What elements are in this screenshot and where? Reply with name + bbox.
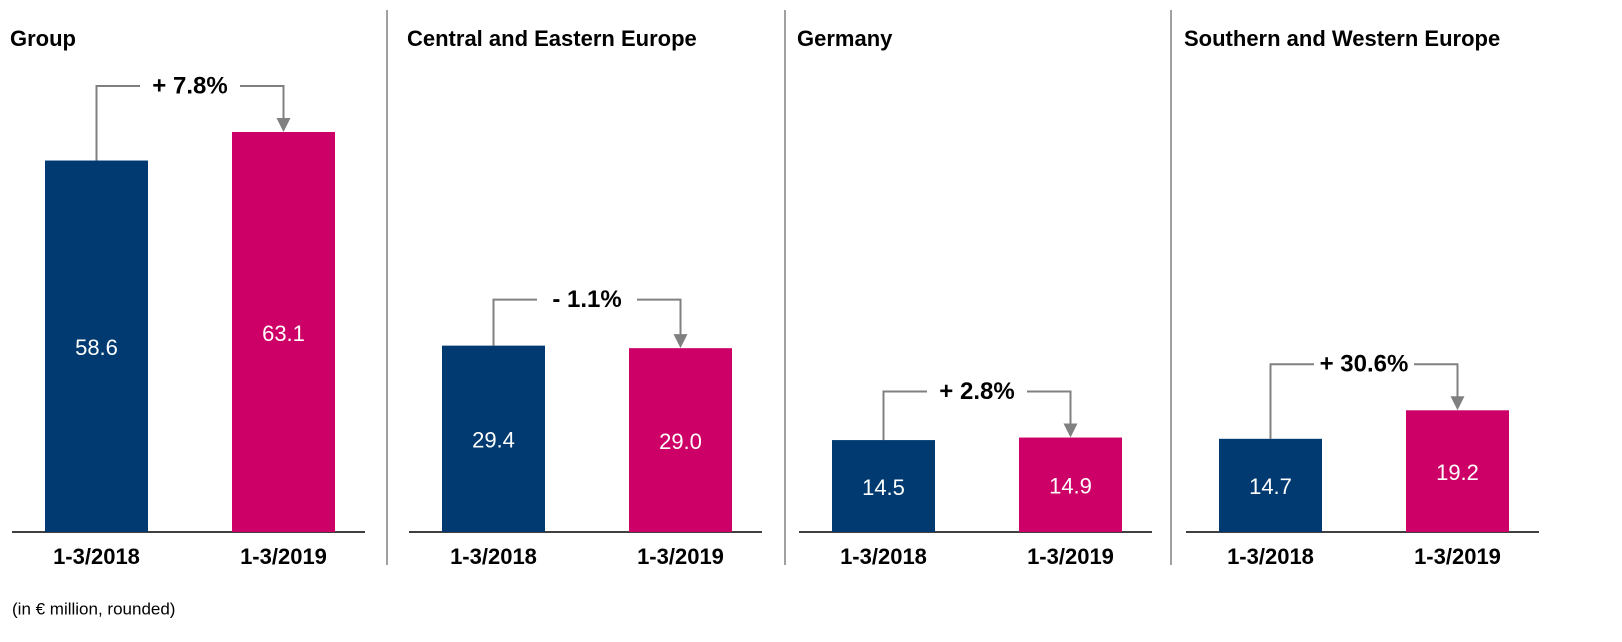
change-arrow bbox=[276, 118, 291, 132]
panel-title: Southern and Western Europe bbox=[1184, 26, 1500, 51]
panel-title: Group bbox=[10, 26, 76, 51]
bar bbox=[232, 132, 335, 532]
panel-title: Germany bbox=[797, 26, 893, 51]
change-arrow bbox=[1450, 396, 1465, 411]
x-tick-label: 1-3/2018 bbox=[840, 544, 927, 569]
bar bbox=[629, 348, 732, 532]
annotation-bg bbox=[140, 70, 240, 102]
value-label: 14.5 bbox=[862, 475, 905, 500]
x-tick-label: 1-3/2019 bbox=[1414, 544, 1501, 569]
bar bbox=[832, 440, 935, 532]
change-arrow bbox=[1063, 423, 1078, 438]
value-label: 14.7 bbox=[1249, 474, 1292, 499]
bar bbox=[1019, 437, 1122, 532]
bar bbox=[442, 345, 545, 532]
change-annotation: + 7.8% bbox=[152, 72, 227, 99]
x-tick-label: 1-3/2018 bbox=[1227, 544, 1314, 569]
change-annotation: + 2.8% bbox=[939, 378, 1014, 405]
bar bbox=[45, 160, 148, 532]
change-annotation: - 1.1% bbox=[552, 286, 621, 313]
bar bbox=[1219, 438, 1322, 532]
annotation-bg bbox=[927, 375, 1027, 408]
footnote: (in € million, rounded) bbox=[12, 599, 175, 618]
x-tick-label: 1-3/2018 bbox=[53, 544, 140, 569]
value-label: 63.1 bbox=[262, 321, 305, 346]
x-tick-label: 1-3/2019 bbox=[637, 544, 724, 569]
value-label: 29.4 bbox=[472, 428, 515, 453]
annotation-bg bbox=[537, 283, 637, 316]
bar bbox=[1406, 410, 1509, 532]
x-tick-label: 1-3/2018 bbox=[450, 544, 537, 569]
value-label: 19.2 bbox=[1436, 460, 1479, 485]
change-annotation: + 30.6% bbox=[1320, 351, 1409, 378]
value-label: 14.9 bbox=[1049, 474, 1092, 499]
annotation-bg bbox=[1314, 348, 1414, 381]
x-tick-label: 1-3/2019 bbox=[240, 544, 327, 569]
value-label: 29.0 bbox=[659, 429, 702, 454]
x-tick-label: 1-3/2019 bbox=[1027, 544, 1114, 569]
value-label: 58.6 bbox=[75, 335, 118, 360]
panel-title: Central and Eastern Europe bbox=[407, 26, 697, 51]
change-arrow bbox=[673, 334, 688, 349]
